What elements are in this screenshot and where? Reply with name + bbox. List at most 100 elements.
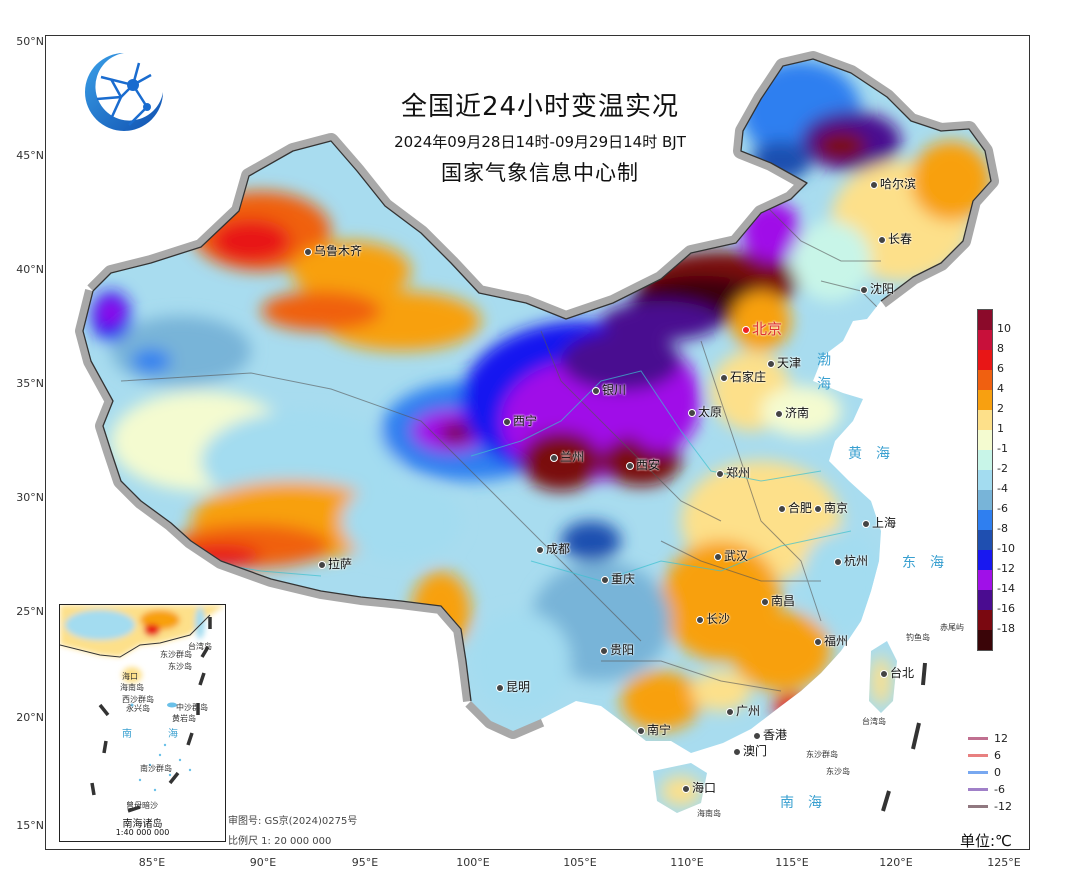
legend-color-band — [978, 550, 992, 570]
longitude-label: 120°E — [879, 856, 913, 869]
city-marker-icon — [600, 646, 608, 655]
island-label: 东沙群岛 — [806, 750, 838, 759]
legend-color-band — [978, 390, 992, 410]
legend-color-band — [978, 430, 992, 450]
city-label: 香港 — [753, 726, 787, 743]
city-marker-icon — [834, 557, 842, 566]
city-marker-icon — [496, 683, 504, 692]
inset-label: 南沙群岛 — [140, 764, 172, 773]
island-label: 台湾岛 — [862, 717, 886, 726]
longitude-label: 105°E — [563, 856, 597, 869]
contour-line-icon — [968, 737, 988, 740]
city-name: 太原 — [698, 405, 723, 419]
sea-label: 黄海 — [848, 446, 904, 462]
legend-tick-label: -4 — [997, 482, 1008, 495]
longitude-label: 115°E — [775, 856, 809, 869]
longitude-label: 95°E — [351, 856, 379, 869]
city-label: 澳门 — [733, 742, 767, 759]
city-marker-icon — [862, 519, 870, 528]
city-marker-icon — [733, 747, 741, 756]
city-label: 贵阳 — [600, 641, 634, 658]
latitude-label: 50°N — [16, 35, 44, 48]
contour-value: 12 — [994, 732, 1008, 745]
latitude-label: 15°N — [16, 819, 44, 832]
city-name: 郑州 — [726, 466, 751, 480]
city-name: 香港 — [763, 728, 788, 742]
legend-tick-label: 2 — [997, 402, 1004, 415]
city-label: 南京 — [814, 499, 848, 516]
city-marker-icon — [550, 453, 558, 462]
legend-color-band — [978, 310, 992, 330]
contour-legend-row: 12 — [968, 730, 1012, 747]
maritime-boundary-dashes — [881, 662, 927, 812]
island-label: 东沙岛 — [826, 767, 850, 776]
inset-label: 永兴岛 — [126, 704, 150, 713]
city-marker-icon — [870, 180, 878, 189]
city-marker-icon — [880, 669, 888, 678]
city-marker-icon — [696, 615, 704, 624]
inset-map — [60, 605, 225, 813]
inset-label: 东沙岛 — [168, 662, 192, 671]
latitude-label: 30°N — [16, 491, 44, 504]
city-marker-icon — [726, 707, 734, 716]
island-label: 钓鱼岛 — [906, 633, 930, 642]
legend-color-band — [978, 470, 992, 490]
inset-label: 台湾岛 — [188, 642, 212, 651]
inset-scale: 1:40 000 000 — [115, 828, 170, 837]
contour-line-icon — [968, 788, 988, 791]
inset-label: 黄岩岛 — [172, 714, 196, 723]
city-marker-icon — [753, 731, 761, 740]
city-label: 成都 — [536, 540, 570, 557]
legend-tick-label: -14 — [997, 582, 1015, 595]
map-scale: 比例尺 1: 20 000 000 — [228, 836, 332, 847]
city-name: 武汉 — [724, 549, 749, 563]
city-name: 北京 — [752, 320, 783, 338]
city-name: 长春 — [888, 232, 913, 246]
unit-label: 单位:℃ — [960, 832, 1012, 850]
city-name: 西安 — [636, 458, 661, 472]
city-marker-icon — [714, 552, 722, 561]
legend-color-band — [978, 410, 992, 430]
city-marker-icon — [688, 408, 696, 417]
city-marker-icon — [814, 637, 822, 646]
longitude-label: 125°E — [987, 856, 1021, 869]
city-label: 哈尔滨 — [870, 175, 916, 192]
legend-tick-label: -12 — [997, 562, 1015, 575]
city-label: 石家庄 — [720, 368, 766, 385]
contour-value: 0 — [994, 766, 1001, 779]
map-frame — [45, 35, 1030, 850]
contour-legend-row: 0 — [968, 764, 1012, 781]
contour-legend-row: -12 — [968, 798, 1012, 815]
city-name: 拉萨 — [328, 557, 353, 571]
latitude-label: 45°N — [16, 149, 44, 162]
city-label: 乌鲁木齐 — [304, 242, 362, 259]
city-label: 沈阳 — [860, 280, 894, 297]
legend-color-band — [978, 590, 992, 610]
city-label: 兰州 — [550, 448, 584, 465]
legend-tick-label: -1 — [997, 442, 1008, 455]
latitude-label: 35°N — [16, 377, 44, 390]
city-name: 昆明 — [506, 680, 531, 694]
city-name: 南昌 — [771, 594, 796, 608]
legend-color-band — [978, 570, 992, 590]
legend-color-band — [978, 530, 992, 550]
city-name: 乌鲁木齐 — [314, 244, 363, 258]
longitude-label: 85°E — [138, 856, 166, 869]
city-name: 海口 — [692, 781, 717, 795]
city-name: 长沙 — [706, 612, 731, 626]
legend-color-band — [978, 610, 992, 630]
city-label: 上海 — [862, 514, 896, 531]
city-name: 台北 — [890, 666, 915, 680]
legend-color-band — [978, 490, 992, 510]
city-label: 昆明 — [496, 678, 530, 695]
city-marker-icon — [775, 409, 783, 418]
logo-icon — [85, 53, 163, 131]
longitude-label: 90°E — [249, 856, 277, 869]
city-label: 合肥 — [778, 499, 812, 516]
contour-value: -6 — [994, 783, 1005, 796]
city-label: 济南 — [775, 404, 809, 421]
city-name: 兰州 — [560, 450, 585, 464]
city-name: 银川 — [602, 383, 627, 397]
city-name: 贵阳 — [610, 643, 635, 657]
city-marker-icon — [720, 373, 728, 382]
